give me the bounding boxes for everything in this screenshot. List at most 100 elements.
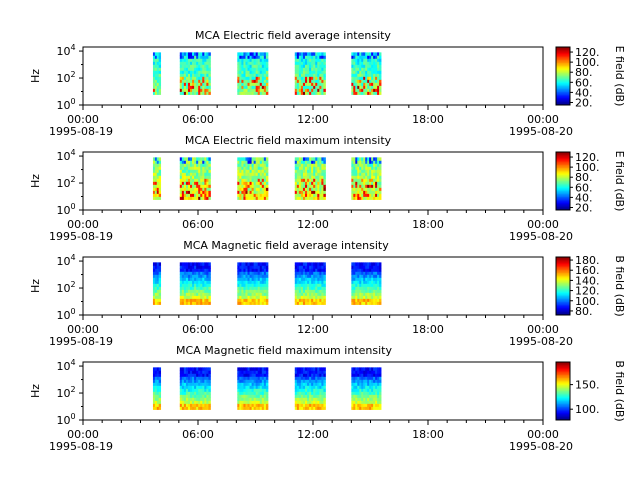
spectrogram-cell bbox=[237, 385, 240, 389]
spectrogram-cell bbox=[239, 382, 242, 386]
spectrogram-cell bbox=[200, 382, 203, 386]
spectrogram-cell bbox=[249, 406, 252, 410]
spectrogram-cell bbox=[363, 73, 366, 77]
spectrogram-cell bbox=[196, 181, 199, 185]
spectrogram-cell bbox=[261, 382, 265, 386]
spectrogram-cell bbox=[183, 157, 187, 161]
spectrogram-cell bbox=[323, 373, 326, 377]
spectrogram-cell bbox=[253, 58, 257, 62]
spectrogram-cell bbox=[241, 55, 244, 59]
spectrogram-cell bbox=[313, 292, 316, 296]
spectrogram-cell bbox=[255, 61, 259, 65]
spectrogram-cell bbox=[317, 169, 320, 173]
spectrogram-cell bbox=[241, 166, 244, 170]
spectrogram-cell bbox=[190, 295, 193, 299]
spectrogram-cell bbox=[237, 58, 240, 62]
spectrogram-cell bbox=[373, 85, 376, 89]
spectrogram-cell bbox=[208, 178, 211, 182]
spectrogram-cell bbox=[315, 373, 318, 377]
spectrogram-cell bbox=[313, 295, 316, 299]
spectrogram-cell bbox=[253, 286, 257, 290]
spectrogram-cell bbox=[309, 271, 312, 275]
spectrogram-cell bbox=[204, 163, 207, 167]
spectrogram-cell bbox=[265, 385, 269, 389]
spectrogram-cell bbox=[198, 397, 201, 401]
spectrogram-cell bbox=[198, 283, 201, 287]
spectrogram-cell bbox=[251, 166, 255, 170]
spectrogram-cell bbox=[369, 58, 372, 62]
spectrogram-cell bbox=[357, 382, 360, 386]
spectrogram-cell bbox=[187, 298, 191, 302]
spectrogram-cell bbox=[158, 271, 162, 275]
spectrogram-cell bbox=[152, 88, 156, 92]
spectrogram-cell bbox=[351, 376, 354, 380]
spectrogram-cell bbox=[179, 58, 183, 62]
spectrogram-cell bbox=[319, 397, 322, 401]
spectrogram-cell bbox=[156, 64, 160, 68]
spectrogram-cell bbox=[154, 295, 158, 299]
spectrogram-cell bbox=[204, 286, 207, 290]
spectrogram-cell bbox=[351, 82, 354, 86]
spectrogram-cell bbox=[204, 64, 207, 68]
spectrogram-cell bbox=[152, 394, 156, 398]
x-tick-label: 18:00 bbox=[412, 113, 444, 126]
spectrogram-cell bbox=[317, 196, 320, 200]
spectrogram-cell bbox=[300, 175, 304, 179]
spectrogram-cell bbox=[300, 67, 304, 71]
spectrogram-cell bbox=[192, 88, 195, 92]
spectrogram-cell bbox=[206, 373, 209, 377]
spectrogram-cell bbox=[302, 172, 306, 176]
spectrogram-cell bbox=[198, 379, 201, 383]
spectrogram-cell bbox=[265, 277, 269, 281]
spectrogram-cell bbox=[351, 262, 354, 266]
spectrogram-cell bbox=[296, 292, 300, 296]
spectrogram-cell bbox=[255, 184, 259, 188]
spectrogram-cell bbox=[373, 376, 376, 380]
spectrogram-cell bbox=[192, 274, 195, 278]
spectrogram-cell bbox=[323, 367, 326, 371]
spectrogram-cell bbox=[196, 55, 199, 59]
spectrogram-cell bbox=[300, 397, 304, 401]
spectrogram-cell bbox=[237, 301, 240, 305]
spectrogram-cell bbox=[305, 391, 308, 395]
spectrogram-cell bbox=[361, 85, 364, 89]
spectrogram-cell bbox=[206, 160, 209, 164]
spectrogram-cell bbox=[265, 271, 269, 275]
spectrogram-cell bbox=[353, 76, 356, 80]
spectrogram-cell bbox=[369, 376, 372, 380]
spectrogram-cell bbox=[200, 289, 203, 293]
spectrogram-cell bbox=[307, 85, 310, 89]
spectrogram-cell bbox=[187, 55, 191, 59]
spectrogram-cell bbox=[261, 88, 265, 92]
spectrogram-cell bbox=[185, 295, 189, 299]
spectrogram-cell bbox=[377, 166, 380, 170]
spectrogram-cell bbox=[261, 370, 265, 374]
spectrogram-cell bbox=[198, 61, 201, 65]
spectrogram-cell bbox=[361, 178, 364, 182]
spectrogram-cell bbox=[353, 193, 356, 197]
spectrogram-cell bbox=[294, 388, 298, 392]
spectrogram-cell bbox=[355, 268, 358, 272]
spectrogram-cell bbox=[257, 367, 261, 371]
spectrogram-cell bbox=[311, 169, 314, 173]
spectrogram-cell bbox=[247, 301, 250, 305]
spectrogram-cell bbox=[158, 64, 162, 68]
spectrogram-cell bbox=[302, 187, 306, 191]
spectrogram-cell bbox=[367, 406, 370, 410]
spectrogram-cell bbox=[300, 379, 304, 383]
spectrogram-cell bbox=[313, 367, 316, 371]
spectrogram-cell bbox=[156, 298, 160, 302]
spectrogram-cell bbox=[379, 73, 382, 77]
spectrogram-cell bbox=[323, 178, 326, 182]
spectrogram-cell bbox=[198, 388, 201, 392]
spectrogram-cell bbox=[371, 301, 374, 305]
spectrogram-cell bbox=[202, 274, 205, 278]
spectrogram-cell bbox=[361, 52, 364, 56]
spectrogram-cell bbox=[265, 52, 269, 56]
spectrogram-cell bbox=[198, 367, 201, 371]
spectrogram-cell bbox=[311, 196, 314, 200]
spectrogram-cell bbox=[300, 64, 304, 68]
spectrogram-cell bbox=[255, 85, 259, 89]
spectrogram-cell bbox=[208, 400, 211, 404]
spectrogram-cell bbox=[237, 82, 240, 86]
